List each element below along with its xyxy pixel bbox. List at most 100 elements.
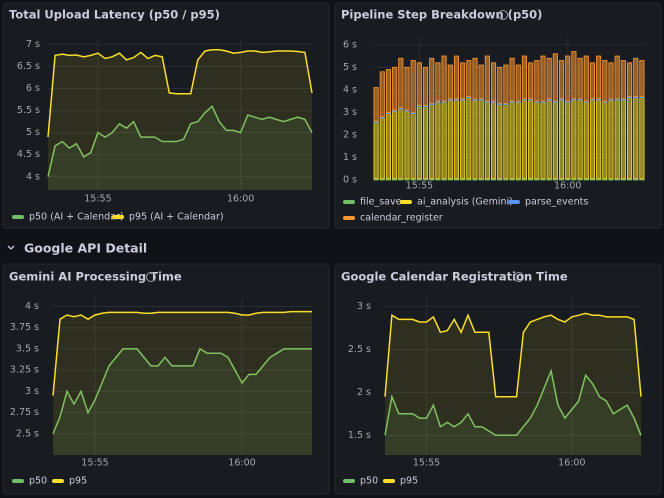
area-fill [48,49,312,191]
bar-segment [404,66,410,111]
info-icon[interactable] [498,10,508,20]
y-tick-label: 5 s [26,127,40,138]
area-fill [385,370,641,455]
y-tick-label: 0 s [343,175,357,186]
bar-segment [620,60,626,100]
bar-segment [497,104,503,180]
bar-segment [602,60,608,102]
bar-segment [410,113,416,180]
panel [2,263,330,495]
y-tick-label: 1.5 s [348,430,371,441]
y-tick-label: 6 s [26,83,40,94]
bar-segment [633,57,639,98]
area-fill [385,313,641,455]
bar-segment [626,97,633,180]
bar-segment [447,99,453,180]
bar-segment [509,57,515,102]
bar-segment [478,64,484,100]
bar-segment [416,62,422,107]
bar-segment [540,101,546,180]
line [47,48,313,138]
bar-segment [460,99,466,180]
bar-segment [441,55,447,102]
bar-segment [385,69,392,113]
legend-swatch [383,479,395,483]
legend-swatch [343,479,355,483]
bar-segment [490,101,497,180]
bar-segment [435,62,441,102]
bar-segment [608,62,614,100]
bar-segment [472,57,478,100]
panel-title: Pipeline Step Breakdown (p50) [341,8,542,22]
y-tick-label: 6.5 s [17,61,40,72]
legend-swatch [112,215,124,219]
line [52,310,312,396]
bar-segment [558,60,565,100]
bar-segment [385,113,392,180]
y-tick-label: 3 s [25,386,39,397]
bar-segment [565,101,571,180]
info-icon[interactable] [514,272,524,282]
row-chevron[interactable] [7,245,15,250]
bar-segment [503,104,509,180]
bar-segment [521,55,528,100]
bar-segment [466,60,472,98]
bar-segment [534,60,540,102]
y-tick-label: 7 s [26,39,40,50]
y-tick-label: 4 s [343,84,357,95]
y-tick-label: 3 s [357,301,371,312]
bar-segment [608,99,614,180]
panel-title: Google Calendar Registration Time [341,270,568,284]
x-tick-label: 16:00 [554,181,581,192]
row-title[interactable]: Google API Detail [24,241,147,256]
legend-label: p50 (AI + Calendar) [29,212,124,223]
bar-segment [398,57,404,109]
legend-label: p95 [400,476,418,487]
y-tick-label: 4.5 s [17,149,40,160]
bar-segment [571,51,577,100]
legend-label: p95 [69,476,87,487]
legend-swatch [343,216,355,220]
y-tick-label: 3.5 s [16,343,39,354]
legend-swatch [343,200,355,204]
bar-segment [571,99,577,180]
bar-segment [478,99,484,180]
bar-segment [429,57,435,104]
y-tick-label: 5.5 s [17,105,40,116]
bar-segment [596,99,602,180]
y-tick-label: 3.75 s [10,322,39,333]
bar-segment [565,55,571,102]
y-tick-label: 2 s [343,129,357,140]
bar-segment [497,66,503,104]
bar-segment [620,99,626,180]
bar-segment [589,62,596,100]
line [47,104,313,177]
y-tick-label: 2 s [357,387,371,398]
bar-segment [379,117,385,180]
bar-segment [416,106,422,180]
legend-label: p50 [360,476,378,487]
bar-segment [460,62,466,100]
area-fill [48,106,312,190]
y-tick-label: 2.5 s [348,344,371,355]
bar-segment [447,64,453,100]
x-tick-label: 15:55 [81,458,108,469]
bar-segment [589,99,596,180]
bar-segment [534,101,540,180]
bar-segment [583,55,589,102]
bar-segment [515,64,521,102]
bar-segment [546,57,552,100]
legend-swatch [400,200,412,204]
info-icon[interactable] [146,272,156,282]
y-tick-label: 5 s [343,62,357,73]
legend-label: p50 [29,476,47,487]
legend-label: p95 (AI + Calendar) [129,212,224,223]
bar-segment [410,60,416,113]
bar-segment [639,97,645,180]
line [52,347,312,435]
bar-segment [509,101,515,180]
bar-segment [528,99,534,180]
panel-title: Gemini AI Processing Time [9,270,182,284]
bar-segment [422,66,429,107]
